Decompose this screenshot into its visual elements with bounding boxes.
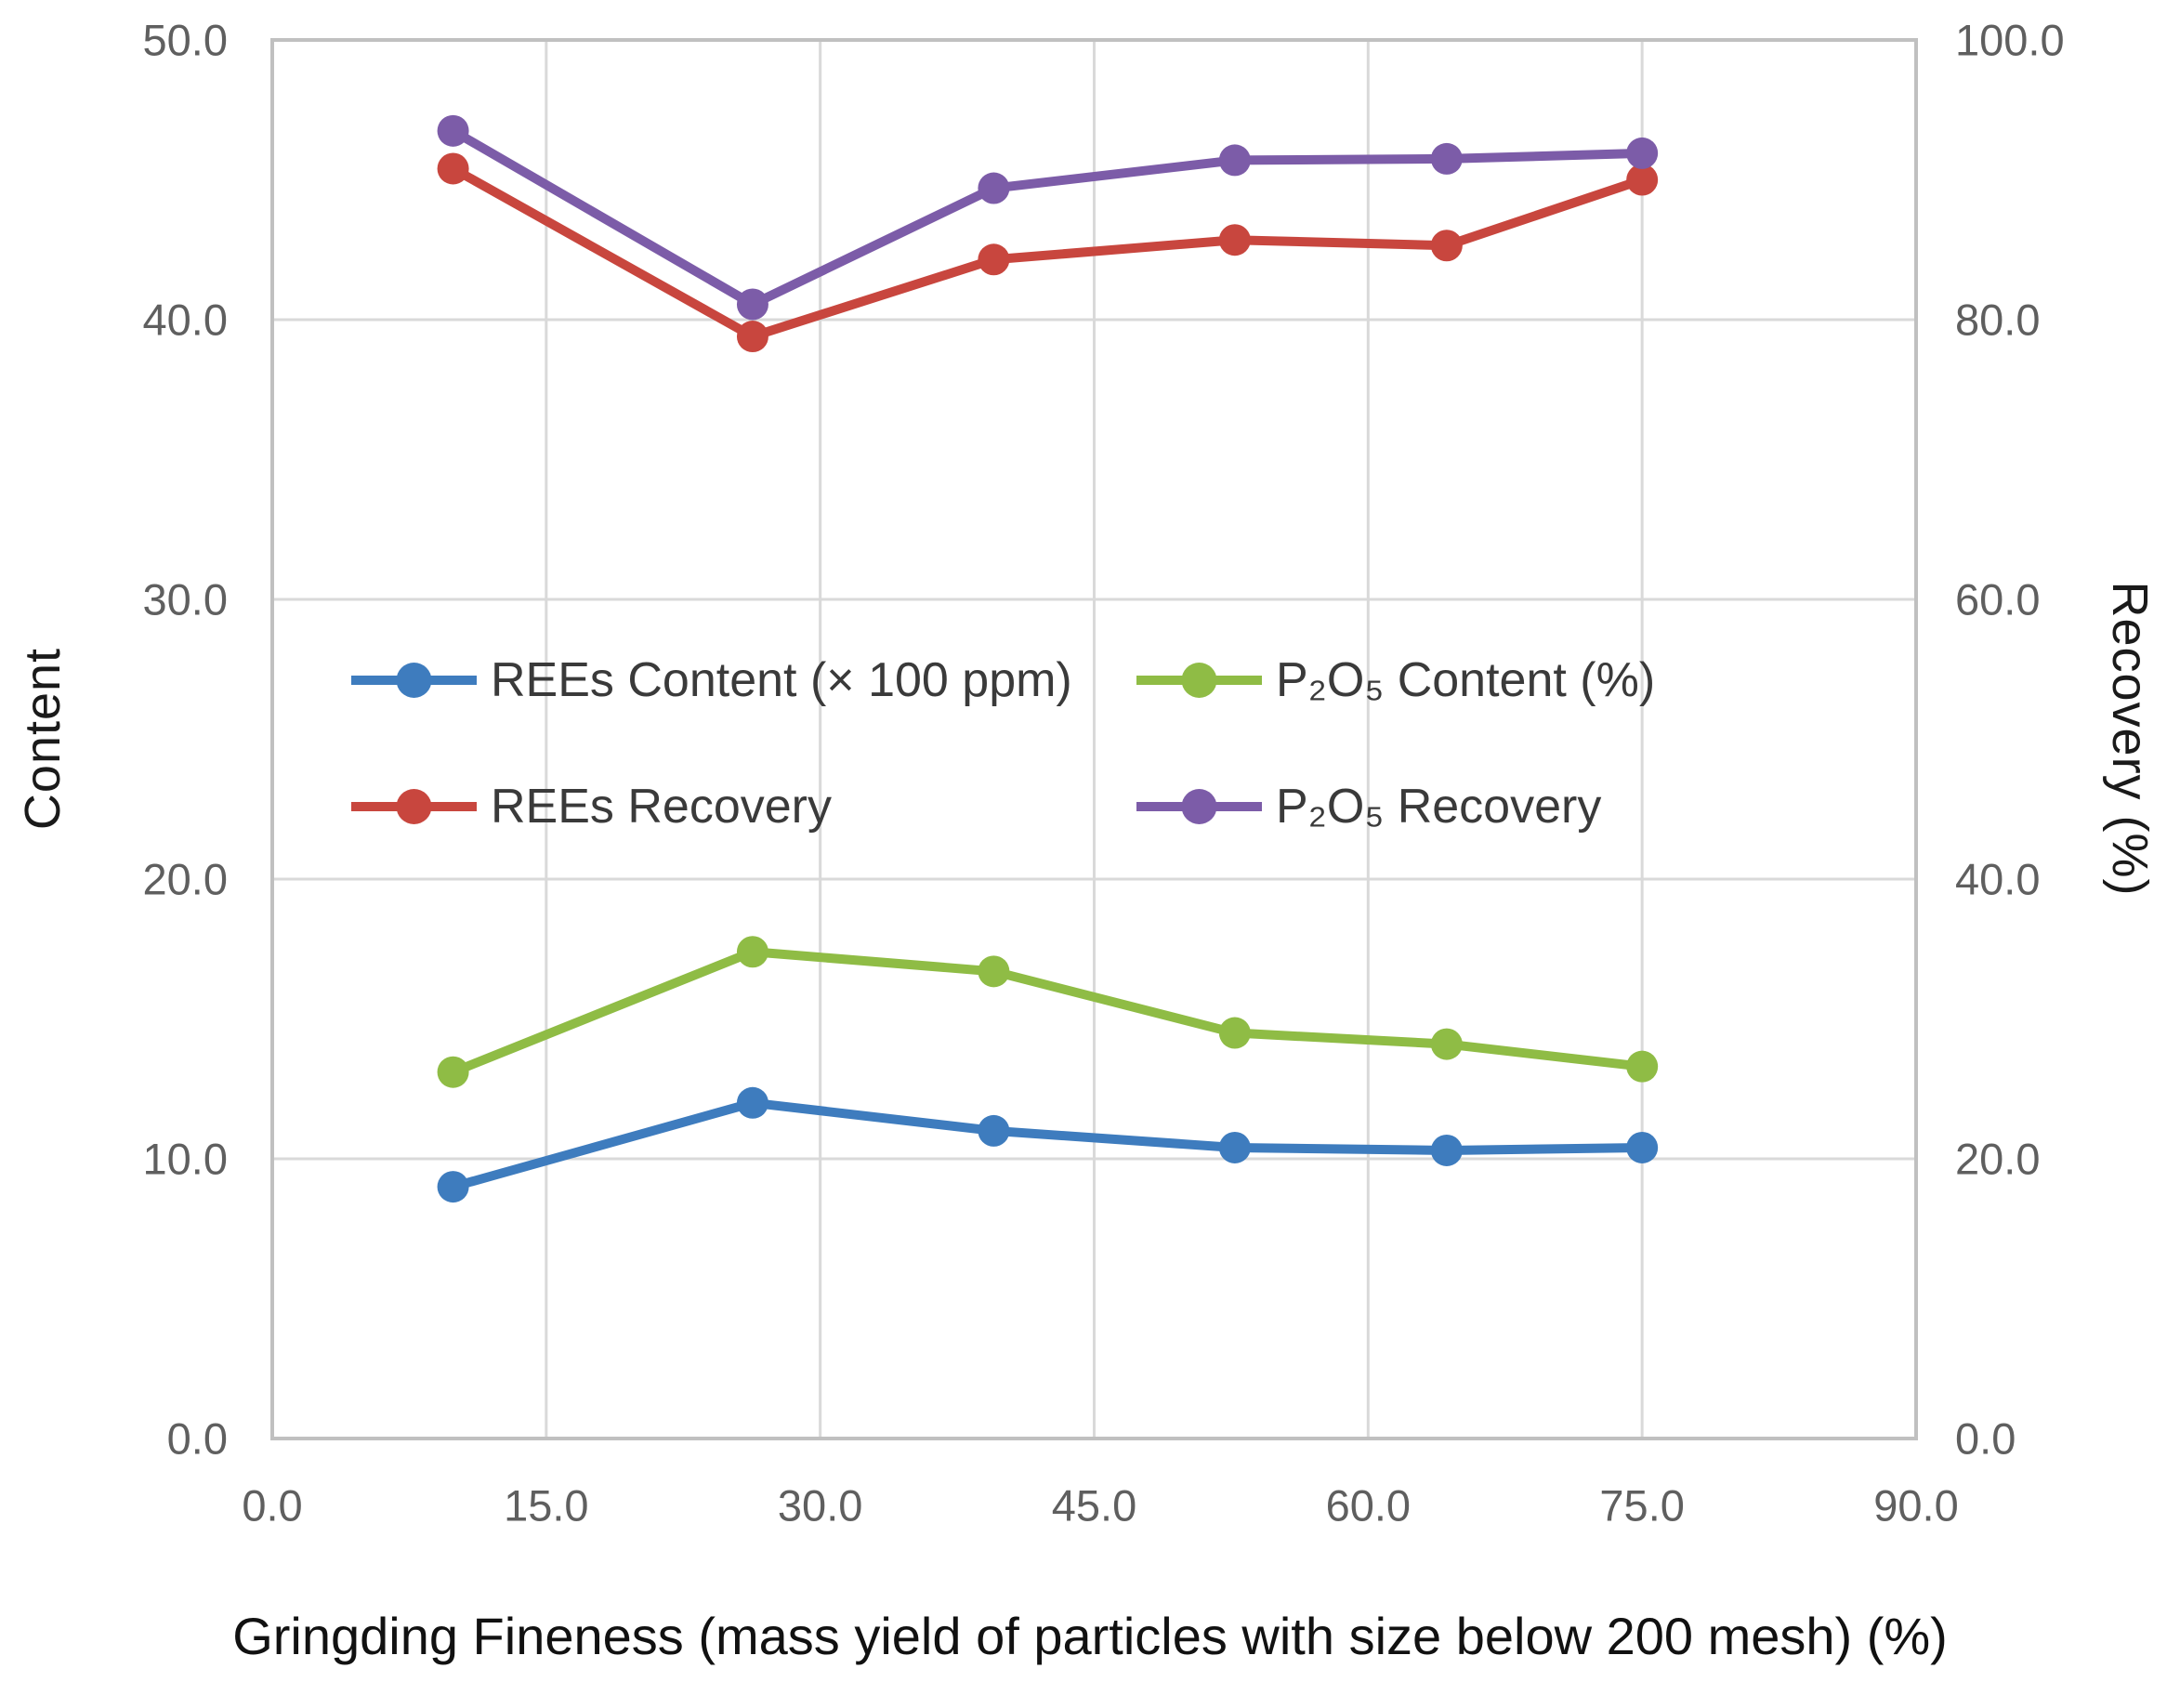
data-point-p2o5-content-0: [437, 1056, 469, 1088]
x-axis-title: Gringding Fineness (mass yield of partic…: [232, 1607, 1948, 1665]
x-tick-label: 75.0: [1599, 1481, 1684, 1531]
y-left-tick-label: 0.0: [167, 1414, 228, 1464]
series-line-rees-recovery: [451, 164, 1644, 342]
y-left-tick-label: 10.0: [143, 1135, 228, 1184]
series-line-rees-content: [452, 1097, 1643, 1191]
y-right-tick-label: 80.0: [1955, 296, 2040, 345]
data-point-rees-content-3: [1218, 1131, 1251, 1163]
x-tick-label: 0.0: [242, 1481, 302, 1531]
y-right-tick-label: 100.0: [1955, 16, 2065, 65]
legend-marker-dot-rees-content: [396, 663, 432, 698]
data-point-rees-content-5: [1626, 1131, 1659, 1163]
data-point-rees-content-1: [736, 1086, 768, 1119]
data-point-p2o5-recovery-5: [1626, 137, 1659, 169]
data-point-p2o5-content-4: [1430, 1028, 1463, 1060]
data-point-p2o5-content-3: [1218, 1017, 1251, 1049]
data-point-rees-recovery-0: [437, 152, 469, 185]
y-left-axis-title: Content: [15, 647, 71, 831]
y-right-axis-title: Recovery (%): [2102, 581, 2158, 897]
legend-label-p2o5-recovery: P₂O₅ Recovery: [1276, 780, 1601, 834]
data-point-p2o5-content-1: [736, 936, 768, 968]
x-tick-label: 15.0: [504, 1481, 588, 1531]
data-point-rees-recovery-3: [1218, 224, 1251, 256]
series-line-p2o5-content: [451, 947, 1643, 1077]
y-left-tick-label: 50.0: [143, 16, 228, 65]
data-point-rees-recovery-4: [1430, 230, 1463, 262]
legend-marker-dot-rees-recovery: [396, 789, 432, 824]
y-right-tick-label: 40.0: [1955, 855, 2040, 904]
data-point-p2o5-recovery-0: [437, 114, 469, 147]
y-right-tick-label: 0.0: [1955, 1414, 2016, 1464]
data-point-rees-recovery-1: [736, 321, 768, 353]
x-tick-label: 90.0: [1873, 1481, 1958, 1531]
legend-marker-dot-p2o5-recovery: [1181, 789, 1217, 824]
data-point-p2o5-recovery-1: [736, 288, 768, 321]
legend-marker-dot-p2o5-content: [1181, 663, 1217, 698]
y-left-tick-label: 20.0: [143, 855, 228, 904]
data-point-rees-recovery-2: [978, 243, 1010, 276]
x-tick-label: 45.0: [1052, 1481, 1136, 1531]
y-right-tick-label: 20.0: [1955, 1135, 2040, 1184]
y-left-tick-label: 30.0: [143, 575, 228, 624]
data-point-p2o5-recovery-3: [1218, 144, 1251, 177]
data-point-p2o5-content-2: [978, 955, 1010, 988]
data-point-rees-recovery-5: [1626, 164, 1659, 196]
data-point-rees-content-4: [1430, 1134, 1463, 1166]
y-left-tick-label: 40.0: [143, 296, 228, 345]
x-tick-label: 60.0: [1326, 1481, 1411, 1531]
y-right-tick-label: 60.0: [1955, 575, 2040, 624]
legend-label-rees-content: REEs Content (× 100 ppm): [491, 653, 1072, 707]
legend-label-p2o5-content: P₂O₅ Content (%): [1276, 653, 1655, 707]
plot-border: [270, 38, 1918, 1440]
data-point-p2o5-recovery-4: [1430, 142, 1463, 175]
data-point-p2o5-recovery-2: [978, 172, 1010, 204]
x-tick-label: 30.0: [778, 1481, 862, 1531]
data-point-rees-content-0: [437, 1171, 469, 1203]
series-line-p2o5-recovery: [451, 126, 1643, 309]
data-point-rees-content-2: [978, 1114, 1010, 1147]
legend-label-rees-recovery: REEs Recovery: [491, 780, 832, 834]
data-point-p2o5-content-5: [1626, 1050, 1659, 1083]
